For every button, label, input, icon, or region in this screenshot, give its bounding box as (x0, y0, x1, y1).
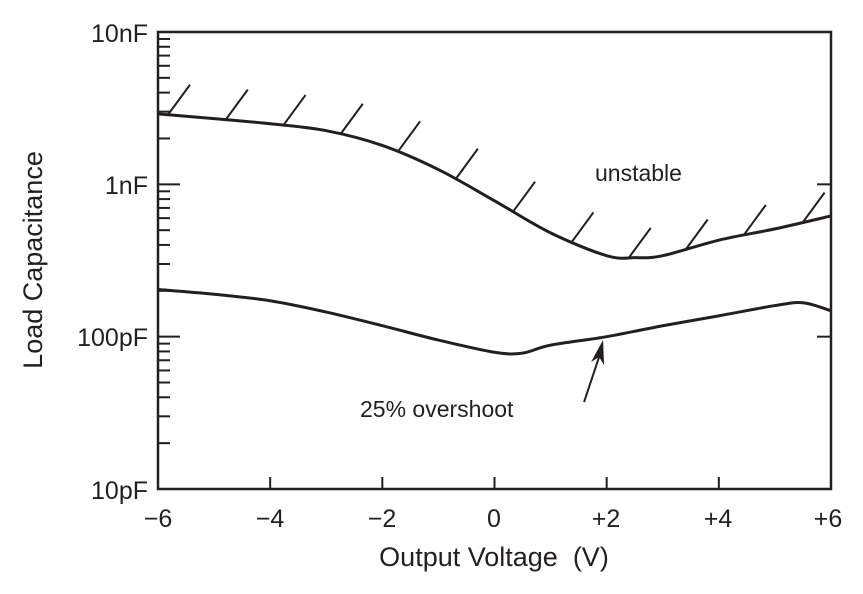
y-axis-label: Load Capacitance (18, 151, 48, 369)
annotation-overshoot: 25% overshoot (360, 396, 514, 422)
hatch-mark (512, 181, 536, 213)
hatch-mark (339, 103, 364, 135)
hatch-mark (167, 84, 191, 116)
hatch-mark (570, 211, 595, 244)
y-tick-label: 10nF (91, 20, 148, 48)
hatch-mark (684, 218, 709, 251)
hatch-mark (224, 89, 249, 121)
x-tick-label: −2 (368, 505, 397, 533)
series-line (157, 288, 832, 356)
hatch-mark (455, 148, 479, 180)
curves (157, 84, 832, 403)
x-tick-label: +4 (704, 505, 733, 533)
x-tick-label: 0 (487, 505, 501, 533)
y-tick-label: 1nF (105, 172, 148, 200)
hatch-mark (743, 204, 767, 236)
x-tick-label: −6 (144, 505, 173, 533)
x-axis-label: Output Voltage (V) (379, 542, 609, 572)
hatch-mark (627, 227, 652, 259)
annotation-arrow (583, 353, 602, 403)
series-line (157, 112, 832, 260)
hatch-mark (397, 120, 421, 152)
annotation-unstable: unstable (595, 160, 682, 186)
hatch-mark (282, 94, 307, 126)
x-tick-label: +2 (592, 505, 621, 533)
axes (156, 30, 833, 491)
x-tick-label: −4 (256, 505, 285, 533)
y-tick-label: 10pF (91, 477, 148, 505)
x-tick-label: +6 (814, 505, 843, 533)
y-tick-label: 100pF (77, 324, 148, 352)
arrow-head-icon (591, 340, 605, 366)
hatch-mark (801, 192, 826, 224)
